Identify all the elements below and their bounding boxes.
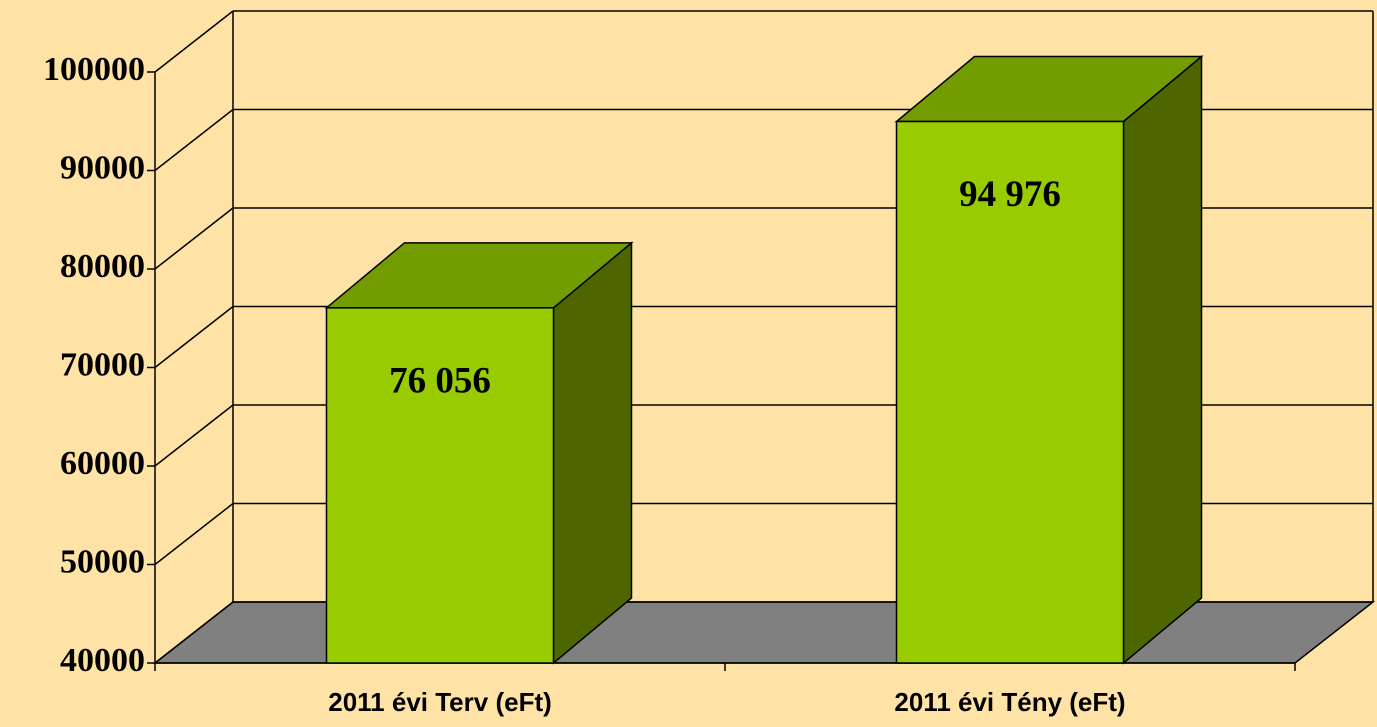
y-tick-label: 80000 — [60, 248, 145, 285]
grid-line — [154, 10, 234, 73]
y-tick-label: 60000 — [60, 445, 145, 482]
y-tick-label: 70000 — [60, 346, 145, 383]
y-tick-label: 40000 — [60, 642, 145, 679]
bar — [895, 120, 1125, 664]
grid-line — [154, 502, 234, 566]
x-tick-label: 2011 évi Terv (eFt) — [328, 687, 552, 717]
bar-side — [1122, 54, 1203, 665]
data-label: 94 976 — [959, 174, 1061, 215]
x-tick-label: 2011 évi Tény (eFt) — [894, 687, 1125, 717]
data-label: 76 056 — [389, 360, 491, 401]
grid-line — [154, 601, 234, 664]
grid-line — [154, 207, 234, 270]
grid-line — [154, 108, 234, 172]
y-tick-label: 100000 — [43, 51, 145, 88]
y-tick-label: 90000 — [60, 149, 145, 186]
y-tick-label: 50000 — [60, 543, 145, 580]
bar-side — [552, 241, 633, 665]
grid-line — [154, 404, 234, 467]
bar — [325, 307, 555, 664]
grid-line — [154, 305, 234, 369]
